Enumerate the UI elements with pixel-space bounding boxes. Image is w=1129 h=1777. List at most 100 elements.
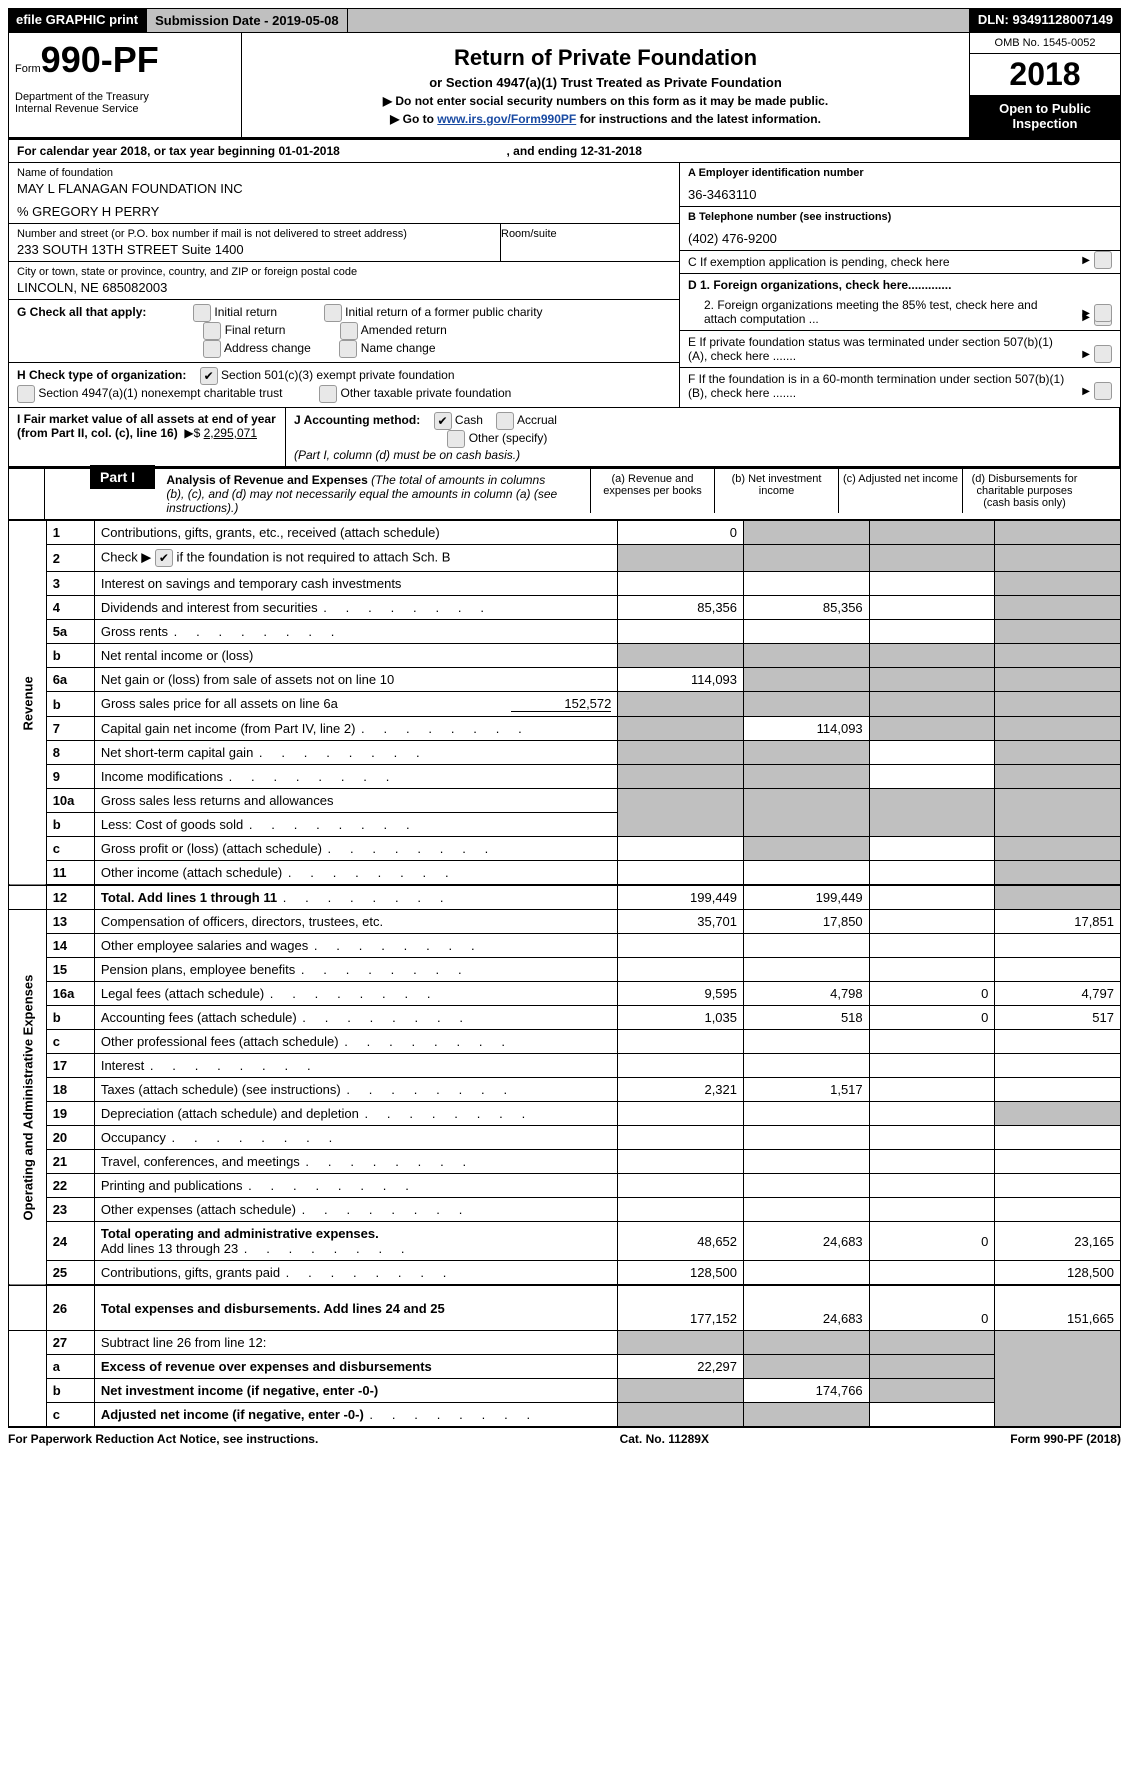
ssn-warning: Do not enter social security numbers on … <box>250 94 961 108</box>
table-row: 19Depreciation (attach schedule) and dep… <box>9 1102 1121 1126</box>
part1-badge: Part I <box>90 465 155 489</box>
fmv-value: 2,295,071 <box>204 426 257 440</box>
table-row: 5aGross rents <box>9 620 1121 644</box>
dept-irs: Internal Revenue Service <box>15 103 235 115</box>
telephone: (402) 476-9200 <box>688 231 1070 246</box>
opt-cash: Cash <box>455 413 483 427</box>
checkbox-final-return[interactable] <box>203 322 221 340</box>
form-subtitle: or Section 4947(a)(1) Trust Treated as P… <box>250 75 961 90</box>
checkbox-other-taxable[interactable] <box>319 385 337 403</box>
open-public-badge: Open to Public Inspection <box>970 95 1120 137</box>
table-row: 15Pension plans, employee benefits <box>9 958 1121 982</box>
opt-4947a1: Section 4947(a)(1) nonexempt charitable … <box>38 386 282 400</box>
opt-other-method: Other (specify) <box>469 431 548 445</box>
table-row: 17Interest <box>9 1054 1121 1078</box>
section-d1: D 1. Foreign organizations, check here..… <box>688 278 951 292</box>
section-c: C If exemption application is pending, c… <box>688 255 950 269</box>
checkbox-sch-b[interactable]: ✔ <box>155 549 173 567</box>
checkbox-4947a1[interactable] <box>17 385 35 403</box>
calendar-year-row: For calendar year 2018, or tax year begi… <box>8 138 1121 163</box>
checkbox-address-change[interactable] <box>203 340 221 358</box>
table-row: 4Dividends and interest from securities8… <box>9 596 1121 620</box>
form-word: Form <box>15 63 41 75</box>
table-row: bNet rental income or (loss) <box>9 644 1121 668</box>
part1-header: Part I Analysis of Revenue and Expenses … <box>8 467 1121 520</box>
opt-name-change: Name change <box>361 341 436 355</box>
tax-year: 2018 <box>970 54 1120 95</box>
address-label: Number and street (or P.O. box number if… <box>17 228 492 240</box>
table-row: 21Travel, conferences, and meetings <box>9 1150 1121 1174</box>
col-b-header: (b) Net investment income <box>714 469 838 513</box>
opt-final-return: Final return <box>225 323 286 337</box>
tel-label: B Telephone number (see instructions) <box>688 211 1070 223</box>
opt-address-change: Address change <box>224 341 311 355</box>
checkbox-amended[interactable] <box>340 322 358 340</box>
table-row: cOther professional fees (attach schedul… <box>9 1030 1121 1054</box>
table-row: 11Other income (attach schedule) <box>9 861 1121 886</box>
table-row: 27Subtract line 26 from line 12: <box>9 1331 1121 1355</box>
table-row: 6aNet gain or (loss) from sale of assets… <box>9 668 1121 692</box>
section-f: F If the foundation is in a 60-month ter… <box>688 372 1064 400</box>
checkbox-cash[interactable]: ✔ <box>434 412 452 430</box>
j-note: (Part I, column (d) must be on cash basi… <box>294 448 520 462</box>
table-row: 12Total. Add lines 1 through 11199,44919… <box>9 885 1121 910</box>
revenue-side-label: Revenue <box>9 521 47 886</box>
city: LINCOLN, NE 685082003 <box>17 280 671 295</box>
efile-label: efile GRAPHIC print <box>8 8 146 33</box>
checkbox-d2[interactable] <box>1094 304 1112 322</box>
omb-number: OMB No. 1545-0052 <box>970 33 1120 54</box>
checkbox-501c3[interactable]: ✔ <box>200 367 218 385</box>
form-ref: Form 990-PF (2018) <box>1010 1432 1121 1446</box>
name-label: Name of foundation <box>17 167 671 179</box>
checkbox-initial-public[interactable] <box>324 304 342 322</box>
foundation-name: MAY L FLANAGAN FOUNDATION INC <box>17 181 671 196</box>
table-row: 9Income modifications <box>9 765 1121 789</box>
section-e: E If private foundation status was termi… <box>688 335 1053 363</box>
checkbox-f[interactable] <box>1094 382 1112 400</box>
irs-link[interactable]: www.irs.gov/Form990PF <box>437 112 576 126</box>
table-row: cGross profit or (loss) (attach schedule… <box>9 837 1121 861</box>
table-row: 10aGross sales less returns and allowanc… <box>9 789 1121 813</box>
table-row: 25Contributions, gifts, grants paid128,5… <box>9 1261 1121 1286</box>
table-row: aExcess of revenue over expenses and dis… <box>9 1355 1121 1379</box>
checkbox-other-method[interactable] <box>447 430 465 448</box>
checkbox-e[interactable] <box>1094 345 1112 363</box>
table-row: 20Occupancy <box>9 1126 1121 1150</box>
expenses-side-label: Operating and Administrative Expenses <box>9 910 47 1286</box>
table-row: 7Capital gain net income (from Part IV, … <box>9 717 1121 741</box>
room-label: Room/suite <box>501 228 671 240</box>
opt-accrual: Accrual <box>517 413 557 427</box>
ein-label: A Employer identification number <box>688 167 1070 179</box>
opt-initial-public: Initial return of a former public charit… <box>345 305 542 319</box>
checkbox-name-change[interactable] <box>339 340 357 358</box>
table-row: 18Taxes (attach schedule) (see instructi… <box>9 1078 1121 1102</box>
checkbox-c[interactable] <box>1094 251 1112 269</box>
page-footer: For Paperwork Reduction Act Notice, see … <box>8 1427 1121 1450</box>
checkbox-initial-return[interactable] <box>193 304 211 322</box>
table-row: bGross sales price for all assets on lin… <box>9 692 1121 717</box>
ein: 36-3463110 <box>688 187 1070 202</box>
table-row: Revenue 1Contributions, gifts, grants, e… <box>9 521 1121 545</box>
catalog-number: Cat. No. 11289X <box>620 1432 709 1446</box>
part1-table: Revenue 1Contributions, gifts, grants, e… <box>8 520 1121 1427</box>
part1-title: Analysis of Revenue and Expenses <box>166 473 367 487</box>
city-label: City or town, state or province, country… <box>17 266 671 278</box>
submission-date: Submission Date - 2019-05-08 <box>146 8 348 33</box>
form-number: 990-PF <box>41 39 159 80</box>
col-a-header: (a) Revenue and expenses per books <box>590 469 714 513</box>
table-row: 14Other employee salaries and wages <box>9 934 1121 958</box>
table-row: 26Total expenses and disbursements. Add … <box>9 1285 1121 1331</box>
goto-line: Go to www.irs.gov/Form990PF for instruct… <box>250 112 961 126</box>
identity-grid: Name of foundation MAY L FLANAGAN FOUNDA… <box>8 163 1121 408</box>
i-j-row: I Fair market value of all assets at end… <box>8 408 1121 467</box>
table-row: cAdjusted net income (if negative, enter… <box>9 1403 1121 1427</box>
table-row: Operating and Administrative Expenses 13… <box>9 910 1121 934</box>
table-row: 24Total operating and administrative exp… <box>9 1222 1121 1261</box>
col-d-header: (d) Disbursements for charitable purpose… <box>962 469 1086 513</box>
form-title: Return of Private Foundation <box>250 45 961 71</box>
checkbox-accrual[interactable] <box>496 412 514 430</box>
table-row: bAccounting fees (attach schedule)1,0355… <box>9 1006 1121 1030</box>
section-d2: 2. Foreign organizations meeting the 85%… <box>704 298 1038 326</box>
table-row: 3Interest on savings and temporary cash … <box>9 572 1121 596</box>
table-row: bNet investment income (if negative, ent… <box>9 1379 1121 1403</box>
